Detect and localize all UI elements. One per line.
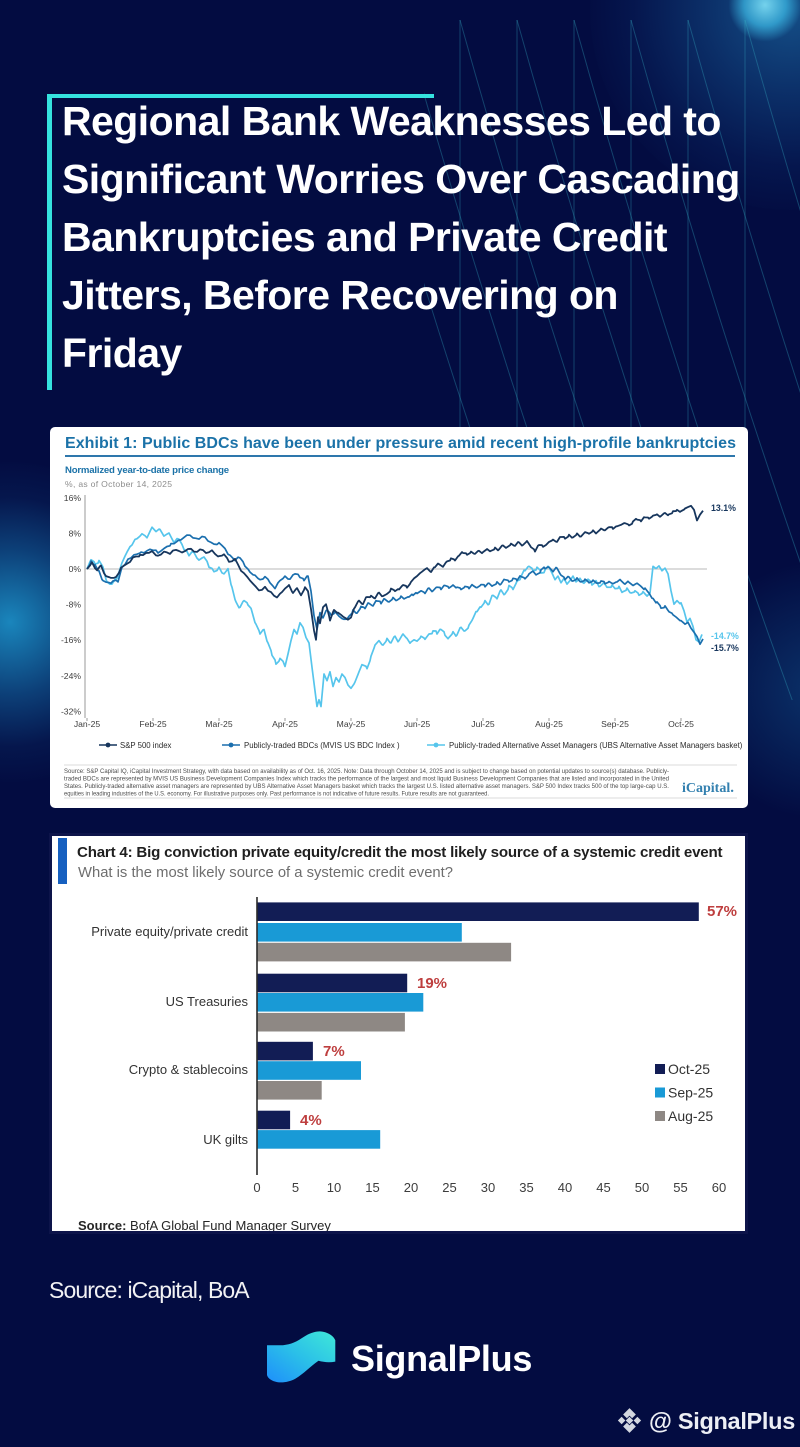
svg-text:May-25: May-25 <box>337 719 366 729</box>
svg-text:Jul-25: Jul-25 <box>471 719 495 729</box>
svg-text:45: 45 <box>596 1180 610 1195</box>
svg-text:55: 55 <box>673 1180 687 1195</box>
svg-text:0: 0 <box>253 1180 260 1195</box>
svg-text:16%: 16% <box>64 493 82 503</box>
svg-text:Jan-25: Jan-25 <box>74 719 100 729</box>
svg-text:8%: 8% <box>69 529 82 539</box>
svg-text:Oct-25: Oct-25 <box>668 719 694 729</box>
svg-text:5: 5 <box>292 1180 299 1195</box>
svg-text:US Treasuries: US Treasuries <box>166 994 249 1009</box>
svg-text:-8%: -8% <box>66 600 82 610</box>
svg-text:Source: BofA Global Fund Manag: Source: BofA Global Fund Manager Survey <box>78 1218 331 1231</box>
svg-text:-24%: -24% <box>61 671 81 681</box>
svg-text:Sep-25: Sep-25 <box>668 1085 713 1101</box>
svg-text:Sep-25: Sep-25 <box>601 719 629 729</box>
svg-text:-15.7%: -15.7% <box>711 643 739 653</box>
svg-text:iCapital.: iCapital. <box>682 780 734 796</box>
svg-text:7%: 7% <box>323 1043 345 1060</box>
svg-text:50: 50 <box>635 1180 649 1195</box>
svg-text:Aug-25: Aug-25 <box>535 719 563 729</box>
svg-text:UK gilts: UK gilts <box>203 1132 248 1147</box>
svg-text:25: 25 <box>442 1180 456 1195</box>
svg-text:Jun-25: Jun-25 <box>404 719 430 729</box>
svg-text:Publicly-traded Alternative As: Publicly-traded Alternative Asset Manage… <box>449 741 743 750</box>
svg-text:19%: 19% <box>417 975 447 992</box>
svg-text:40: 40 <box>558 1180 572 1195</box>
svg-text:equities in leading industries: equities in leading industries of the U.… <box>64 791 489 798</box>
svg-text:States. Publicly-traded altern: States. Publicly-traded alternative asse… <box>64 783 669 790</box>
svg-text:Mar-25: Mar-25 <box>205 719 232 729</box>
svg-text:Source: S&P Capital IQ, iCapit: Source: S&P Capital IQ, iCapital Investm… <box>64 768 669 775</box>
svg-text:13.1%: 13.1% <box>711 503 736 513</box>
svg-text:-14.7%: -14.7% <box>711 631 739 641</box>
svg-text:57%: 57% <box>707 903 737 920</box>
svg-text:30: 30 <box>481 1180 495 1195</box>
svg-text:0%: 0% <box>69 564 82 574</box>
svg-text:Private equity/private credit: Private equity/private credit <box>91 924 248 939</box>
svg-text:Oct-25: Oct-25 <box>668 1061 710 1077</box>
svg-text:-32%: -32% <box>61 706 81 716</box>
svg-text:35: 35 <box>519 1180 533 1195</box>
svg-text:Apr-25: Apr-25 <box>272 719 298 729</box>
svg-text:10: 10 <box>327 1180 341 1195</box>
svg-text:-16%: -16% <box>61 635 81 645</box>
svg-text:Feb-25: Feb-25 <box>139 719 166 729</box>
svg-text:15: 15 <box>365 1180 379 1195</box>
svg-text:S&P 500 index: S&P 500 index <box>120 741 172 750</box>
svg-text:Publicly-traded BDCs (MVIS US: Publicly-traded BDCs (MVIS US BDC Index … <box>244 741 400 750</box>
svg-text:Aug-25: Aug-25 <box>668 1108 713 1124</box>
svg-text:Crypto & stablecoins: Crypto & stablecoins <box>129 1062 249 1077</box>
svg-text:60: 60 <box>712 1180 726 1195</box>
svg-text:20: 20 <box>404 1180 418 1195</box>
svg-text:traded BDCs are represented by: traded BDCs are represented by MVIS US B… <box>64 776 669 783</box>
svg-text:4%: 4% <box>300 1112 322 1129</box>
